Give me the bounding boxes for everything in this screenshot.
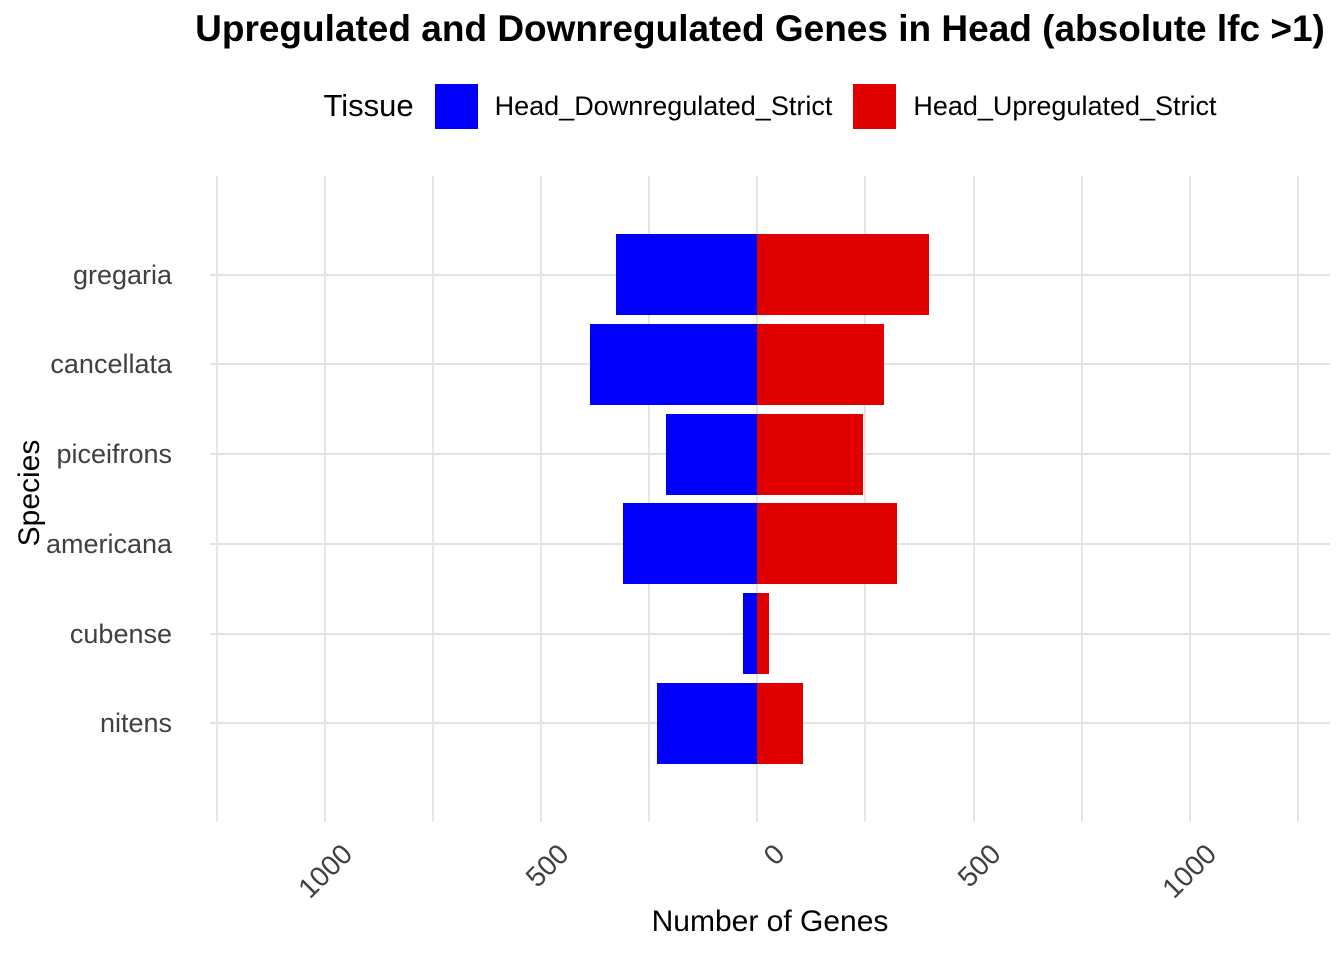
x-tick-label: 500 <box>951 838 1007 893</box>
legend-title: Tissue <box>323 88 414 123</box>
plot-panel <box>210 176 1330 822</box>
bar-downregulated <box>615 234 758 316</box>
grid-line-vertical <box>216 176 219 822</box>
y-tick-label: gregaria <box>72 259 172 290</box>
grid-line-vertical <box>648 176 651 822</box>
y-tick-label: americana <box>45 528 172 559</box>
legend-label-downregulated: Head_Downregulated_Strict <box>494 90 833 121</box>
y-axis-title: Species <box>13 439 46 547</box>
grid-line-vertical <box>864 176 867 822</box>
grid-line-vertical <box>1188 176 1191 822</box>
bar-upregulated <box>757 593 769 674</box>
bar-downregulated <box>590 324 758 405</box>
y-tick-label: nitens <box>99 708 172 739</box>
bar-upregulated <box>757 324 884 405</box>
legend-key-upregulated <box>853 83 897 129</box>
y-tick-label: cancellata <box>50 349 172 380</box>
bar-downregulated <box>666 413 758 495</box>
x-tick-label: 0 <box>757 838 791 871</box>
grid-line-vertical <box>1080 176 1083 822</box>
legend-label-upregulated: Head_Upregulated_Strict <box>913 90 1217 121</box>
y-tick-label: cubense <box>69 618 172 649</box>
grid-line-vertical <box>324 176 327 822</box>
bar-upregulated <box>757 503 897 585</box>
grid-line-vertical <box>540 176 543 822</box>
bar-upregulated <box>757 234 929 316</box>
chart-title: Upregulated and Downregulated Genes in H… <box>195 8 1325 49</box>
legend-key-downregulated <box>434 83 478 129</box>
bar-downregulated <box>656 682 758 764</box>
y-tick-label: piceifrons <box>56 439 172 470</box>
grid-line-vertical <box>972 176 975 822</box>
grid-line-vertical <box>1296 176 1299 822</box>
x-tick-label: 1000 <box>292 838 359 904</box>
bar-upregulated <box>757 413 864 495</box>
x-tick-label: 500 <box>519 838 575 893</box>
bar-downregulated <box>743 593 758 674</box>
grid-line-horizontal <box>210 632 1330 635</box>
bar-downregulated <box>622 503 758 585</box>
legend: Tissue Head_Downregulated_Strict Head_Up… <box>210 78 1330 134</box>
bar-upregulated <box>757 682 803 764</box>
x-tick-label: 1000 <box>1156 838 1223 904</box>
grid-line-vertical <box>756 176 759 822</box>
grid-line-vertical <box>432 176 435 822</box>
x-axis-title: Number of Genes <box>651 905 889 938</box>
